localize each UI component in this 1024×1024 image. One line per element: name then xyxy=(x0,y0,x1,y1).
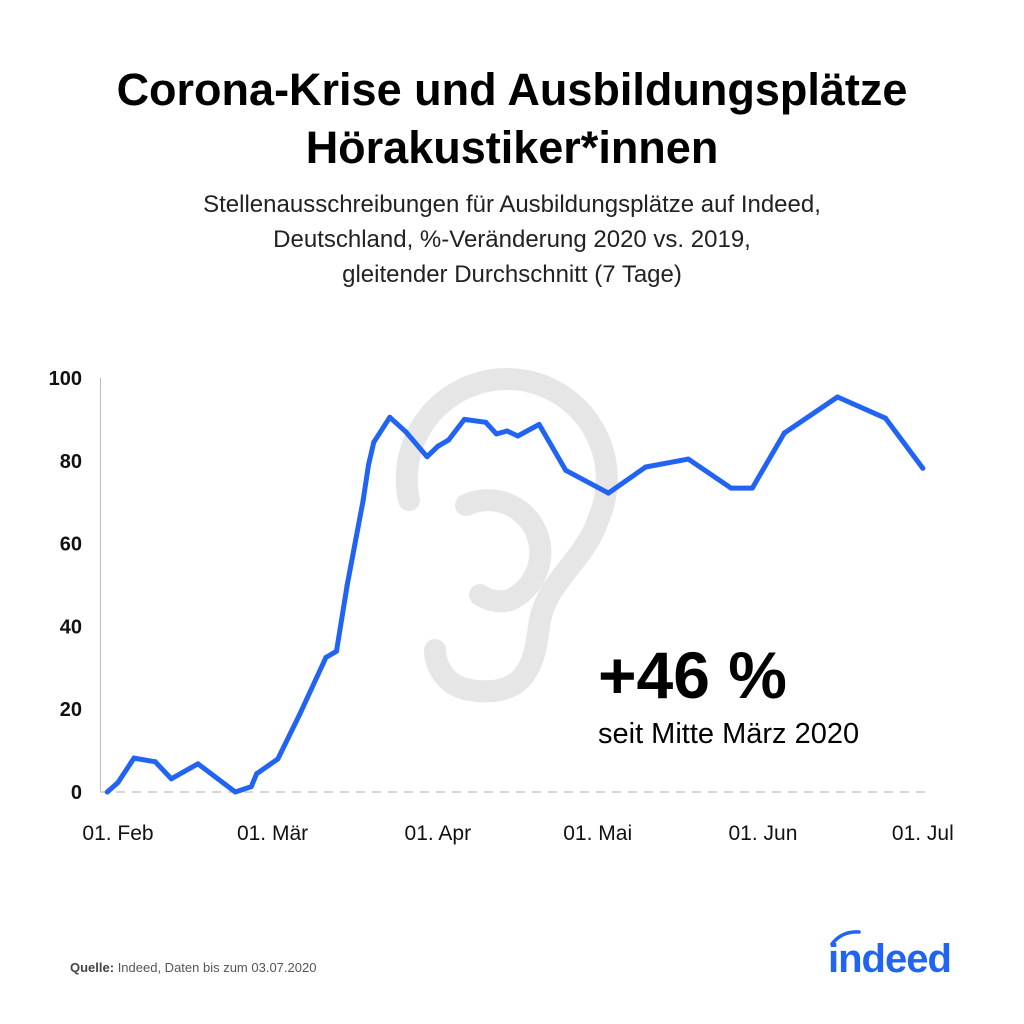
data-point xyxy=(387,414,393,420)
data-point xyxy=(254,771,260,777)
y-tick-label: 60 xyxy=(60,534,82,556)
x-tick-label: 01. Mär xyxy=(237,822,308,845)
data-point xyxy=(483,419,489,425)
data-point xyxy=(435,443,441,449)
data-point xyxy=(605,490,611,496)
source-text: Indeed, Daten bis zum 03.07.2020 xyxy=(114,960,317,975)
data-point xyxy=(366,462,372,468)
data-point xyxy=(536,421,542,427)
data-point xyxy=(643,464,649,470)
x-tick-label: 01. Feb xyxy=(82,822,153,845)
series-line xyxy=(104,394,926,795)
x-tick-label: 01. Mai xyxy=(563,822,632,845)
data-point xyxy=(403,429,409,435)
data-point xyxy=(504,428,510,434)
source-label: Quelle: xyxy=(70,960,115,975)
chart-title-line2: Hörakustiker*innen xyxy=(305,122,719,173)
data-point xyxy=(360,497,366,503)
x-tick-label: 01. Jun xyxy=(728,822,797,845)
data-point xyxy=(883,415,889,421)
y-tick-label: 0 xyxy=(71,782,82,804)
data-point xyxy=(445,437,451,443)
indeed-logo: indeed xyxy=(826,930,971,985)
chart-subtitle: Stellenausschreibungen für Ausbildungspl… xyxy=(0,187,1024,292)
data-point xyxy=(168,776,174,782)
highlight-caption: seit Mitte März 2020 xyxy=(598,718,860,750)
ear-icon xyxy=(395,368,618,703)
data-point xyxy=(835,394,841,400)
subtitle-line3: gleitender Durchschnitt (7 Tage) xyxy=(342,261,682,288)
data-point xyxy=(515,433,521,439)
data-point xyxy=(232,789,238,795)
data-point xyxy=(323,654,329,660)
data-point xyxy=(344,582,350,588)
subtitle-line1: Stellenausschreibungen für Ausbildungspl… xyxy=(203,191,821,218)
y-tick-label: 20 xyxy=(60,699,82,721)
data-point xyxy=(461,416,467,422)
source-note: Quelle: Indeed, Daten bis zum 03.07.2020 xyxy=(70,960,316,975)
data-point xyxy=(781,430,787,436)
data-point xyxy=(424,454,430,460)
data-point xyxy=(685,456,691,462)
y-tick-label: 40 xyxy=(60,616,82,638)
data-point xyxy=(296,712,302,718)
data-point xyxy=(115,779,121,785)
data-point xyxy=(334,648,340,654)
data-point xyxy=(920,465,926,471)
subtitle-line2: Deutschland, %-Veränderung 2020 vs. 2019… xyxy=(273,226,751,253)
x-tick-label: 01. Apr xyxy=(405,822,472,845)
y-tick-label: 80 xyxy=(60,451,82,473)
chart-title-line1: Corona-Krise und Ausbildungsplätze xyxy=(116,64,908,115)
data-point xyxy=(749,485,755,491)
svg-text:indeed: indeed xyxy=(828,937,951,980)
data-point xyxy=(195,761,201,767)
data-point xyxy=(563,467,569,473)
data-point xyxy=(248,784,254,790)
data-point xyxy=(104,789,110,795)
y-tick-label: 100 xyxy=(49,368,82,390)
x-tick-label: 01. Jul xyxy=(892,822,954,845)
data-point xyxy=(728,485,734,491)
highlight-value: +46 % xyxy=(598,638,787,712)
data-point xyxy=(152,759,158,765)
data-point xyxy=(275,756,281,762)
data-point xyxy=(131,755,137,761)
data-point xyxy=(371,439,377,445)
data-point xyxy=(493,431,499,437)
